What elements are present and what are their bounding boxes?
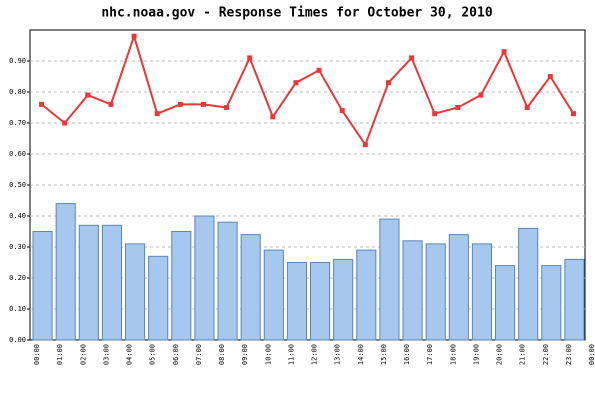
- bar: [541, 265, 562, 341]
- x-tick-label: 21:00: [519, 344, 527, 365]
- line: [40, 32, 575, 147]
- bar: [333, 258, 354, 341]
- x-tick-label: 16:00: [403, 344, 411, 365]
- point: [409, 55, 415, 61]
- x-tick-label: 08:00: [218, 344, 226, 365]
- bar: [402, 240, 423, 341]
- chart-title: nhc.noaa.gov - Response Times for Octobe…: [101, 6, 493, 21]
- x-tick-label: 23:00: [565, 344, 573, 365]
- x-tick-label: 05:00: [149, 344, 157, 365]
- y-tick-label: 0.80: [9, 88, 26, 96]
- point: [154, 111, 160, 117]
- x-tick-label: 00:00: [588, 344, 595, 365]
- bar: [310, 262, 331, 341]
- bar: [101, 224, 122, 341]
- bar: [55, 203, 76, 341]
- point: [547, 74, 553, 79]
- point: [177, 101, 183, 107]
- point: [316, 67, 322, 73]
- bar: [240, 234, 261, 341]
- point: [270, 114, 276, 120]
- x-tick-label: 19:00: [472, 344, 480, 365]
- point: [455, 105, 461, 110]
- point: [224, 105, 230, 110]
- bar: [471, 243, 492, 341]
- bar: [78, 224, 99, 341]
- y-tick-label: 0.50: [9, 181, 26, 189]
- bar: [194, 215, 215, 341]
- point: [85, 92, 91, 98]
- x-tick-label: 18:00: [449, 344, 457, 365]
- x-tick-label: 00:00: [33, 344, 41, 365]
- x-tick-label: 01:00: [56, 344, 64, 365]
- point: [385, 80, 391, 86]
- point: [339, 108, 345, 114]
- x-tick-label: 04:00: [126, 344, 134, 365]
- point: [432, 111, 438, 117]
- bar: [379, 218, 400, 341]
- bar: [32, 231, 53, 341]
- point: [200, 101, 206, 107]
- y-tick-label: 0.00: [9, 336, 26, 344]
- x-tick-label: 07:00: [195, 344, 203, 365]
- x-tick-label: 17:00: [426, 344, 434, 365]
- x-tick-label: 15:00: [380, 344, 388, 365]
- bar: [148, 255, 169, 341]
- y-tick-label: 0.90: [9, 57, 26, 65]
- y-tick-label: 0.40: [9, 212, 26, 220]
- bar: [495, 265, 516, 341]
- point: [247, 55, 253, 61]
- x-tick-label: 09:00: [241, 344, 249, 365]
- bar: [356, 249, 377, 341]
- bar: [286, 262, 307, 341]
- point: [570, 111, 576, 117]
- bar: [125, 243, 146, 341]
- y-tick-label: 0.70: [9, 119, 26, 127]
- point: [39, 101, 45, 107]
- point: [524, 105, 530, 110]
- y-tick-label: 0.30: [9, 243, 26, 251]
- point: [501, 49, 507, 55]
- point: [131, 33, 137, 39]
- x-tick-label: 10:00: [264, 344, 272, 365]
- point: [362, 142, 368, 148]
- bar: [171, 231, 192, 341]
- bar: [448, 234, 469, 341]
- x-tick-label: 02:00: [79, 344, 87, 365]
- point: [293, 80, 299, 86]
- x-tick-label: 03:00: [102, 344, 110, 365]
- x-tick-label: 22:00: [542, 344, 550, 365]
- point: [478, 92, 484, 98]
- point: [62, 120, 68, 126]
- bar: [217, 221, 238, 341]
- bar: [564, 258, 585, 341]
- bar: [425, 243, 446, 341]
- x-tick-label: 14:00: [357, 344, 365, 365]
- bar: [518, 227, 539, 341]
- x-tick-label: 13:00: [334, 344, 342, 365]
- y-tick-label: 0.20: [9, 274, 26, 282]
- y-tick-label: 0.10: [9, 305, 26, 313]
- x-tick-label: 12:00: [311, 344, 319, 365]
- x-tick-label: 06:00: [172, 344, 180, 365]
- point: [108, 101, 114, 107]
- x-tick-label: 20:00: [496, 344, 504, 365]
- x-tick-label: 11:00: [287, 344, 295, 365]
- y-tick-label: 0.60: [9, 150, 26, 158]
- bar: [263, 249, 284, 341]
